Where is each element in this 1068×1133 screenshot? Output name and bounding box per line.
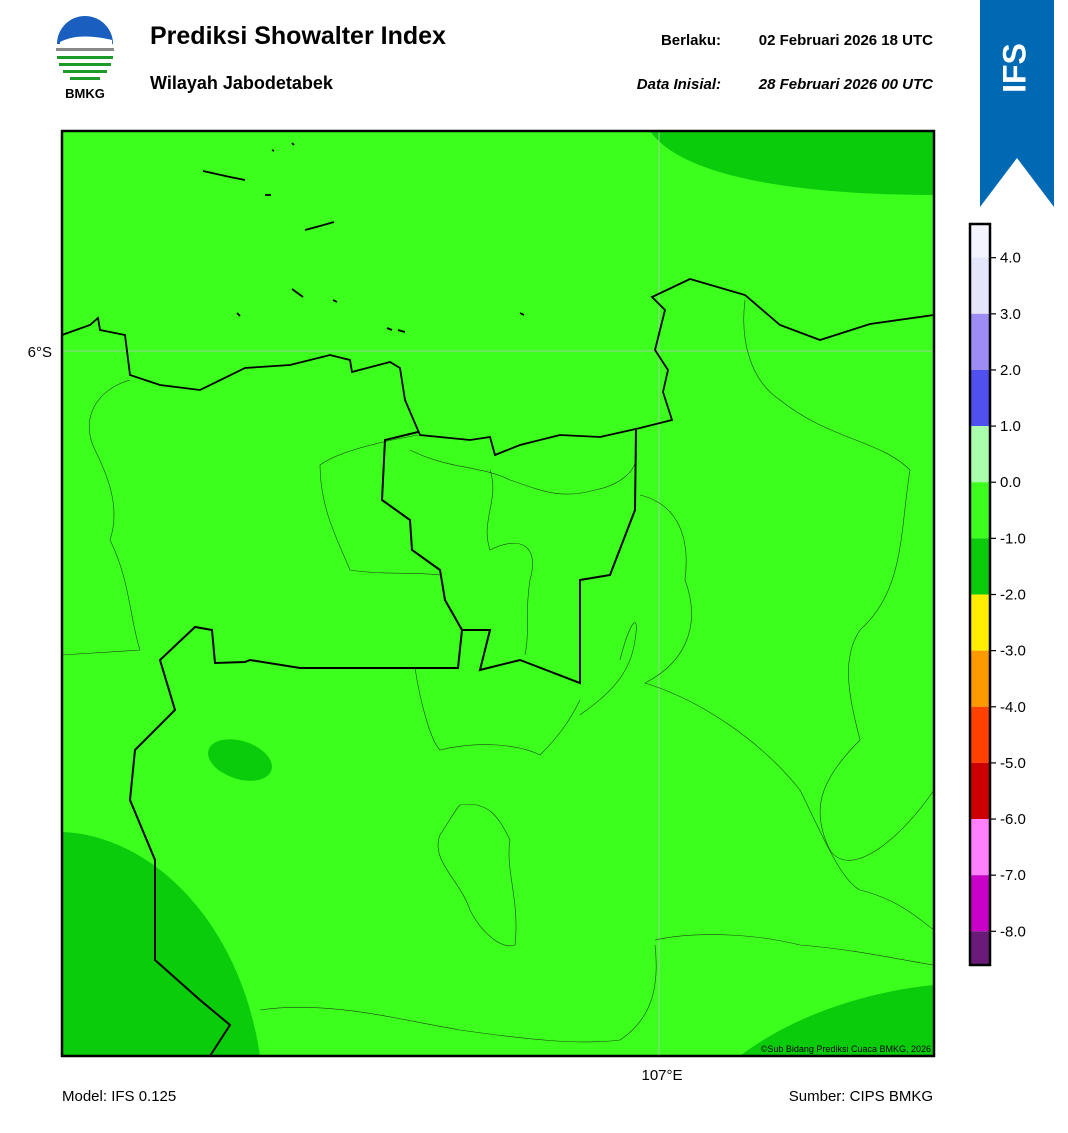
logo-text: BMKG	[65, 86, 105, 101]
colorbar-segment	[970, 538, 990, 595]
colorbar-tick-label: -6.0	[1000, 811, 1026, 828]
colorbar-tick-label: 2.0	[1000, 362, 1021, 379]
source-note: Sumber: CIPS BMKG	[789, 1088, 933, 1105]
ribbon-text: IFS	[996, 43, 1032, 93]
colorbar-segment	[970, 369, 990, 427]
colorbar-segment	[970, 650, 990, 707]
colorbar-segment	[970, 224, 990, 258]
colorbar-segment	[970, 931, 990, 965]
colorbar-segment	[970, 706, 990, 763]
colorbar-segment	[970, 482, 990, 539]
valid-label: Berlaku:	[661, 32, 721, 49]
colorbar-tick-label: 3.0	[1000, 306, 1021, 323]
colorbar-tick-label: -3.0	[1000, 643, 1026, 660]
colorbar-tick-label: -2.0	[1000, 587, 1026, 604]
colorbar-tick-label: -1.0	[1000, 530, 1026, 547]
model-note: Model: IFS 0.125	[62, 1088, 176, 1105]
ribbon	[980, 0, 1054, 207]
title: Prediksi Showalter Index	[150, 22, 446, 50]
colorbar-tick-label: -5.0	[1000, 755, 1026, 772]
copyright: ©Sub Bidang Prediksi Cuaca BMKG, 2026	[761, 1044, 931, 1054]
map: ©Sub Bidang Prediksi Cuaca BMKG, 2026 6°…	[28, 129, 936, 1084]
colorbar-segment	[970, 257, 990, 314]
logo: BMKG	[56, 16, 114, 101]
colorbar-segment	[970, 313, 990, 370]
lon-label: 107°E	[641, 1067, 682, 1084]
colorbar-tick-label: 4.0	[1000, 250, 1021, 267]
valid-value: 02 Februari 2026 18 UTC	[759, 32, 933, 49]
lat-label: 6°S	[28, 344, 52, 361]
colorbar-tick-label: -8.0	[1000, 923, 1026, 940]
colorbar-tick-label: -7.0	[1000, 867, 1026, 884]
colorbar-segment	[970, 594, 990, 651]
colorbar-tick-label: 0.0	[1000, 474, 1021, 491]
colorbar-tick-label: -4.0	[1000, 699, 1026, 716]
colorbar: 4.0 3.0 2.0 1.0 0.0 -1.0 -2.0 -3.0 -4.0 -5.0 -6.0 -…	[968, 222, 1026, 967]
colorbar-segment	[970, 875, 990, 932]
colorbar-segment	[970, 762, 990, 820]
init-value: 28 Februari 2026 00 UTC	[758, 76, 934, 93]
colorbar-segment	[970, 426, 990, 483]
init-label: Data Inisial:	[637, 76, 721, 93]
colorbar-tick-label: 1.0	[1000, 418, 1021, 435]
colorbar-segment	[970, 819, 990, 876]
subtitle: Wilayah Jabodetabek	[150, 73, 334, 93]
